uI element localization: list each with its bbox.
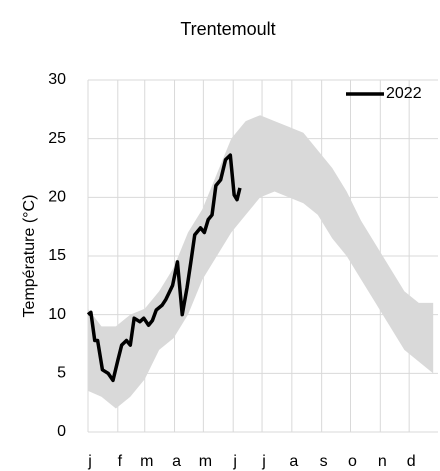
range-band xyxy=(88,115,434,409)
x-tick-label: a xyxy=(172,453,181,470)
x-tick-label: m xyxy=(140,453,153,470)
x-tick-label: j xyxy=(87,453,92,470)
legend-label: 2022 xyxy=(386,85,422,102)
y-axis-label: Température (°C) xyxy=(21,195,38,318)
x-tick-label: a xyxy=(289,453,298,470)
y-tick-label: 30 xyxy=(48,71,66,88)
y-tick-label: 5 xyxy=(57,365,66,382)
x-tick-label: j xyxy=(261,453,266,470)
y-tick-label: 10 xyxy=(48,306,66,323)
x-tick-label: o xyxy=(348,453,357,470)
x-tick-label: f xyxy=(118,453,123,470)
y-tick-label: 20 xyxy=(48,189,66,206)
x-tick-label: n xyxy=(378,453,387,470)
y-tick-label: 15 xyxy=(48,247,66,264)
x-tick-label: d xyxy=(407,453,416,470)
x-tick-label: j xyxy=(232,453,237,470)
line xyxy=(86,153,242,383)
x-tick-label: m xyxy=(199,453,212,470)
y-tick-label: 25 xyxy=(48,130,66,147)
chart-title: Trentemoult xyxy=(180,19,275,39)
x-tick-label: s xyxy=(320,453,328,470)
y-tick-label: 0 xyxy=(57,423,66,440)
